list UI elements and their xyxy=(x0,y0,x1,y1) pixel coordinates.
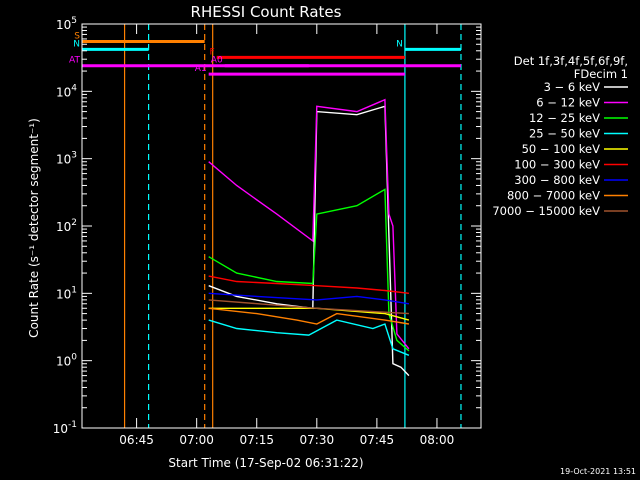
series-line-1 xyxy=(208,98,410,350)
series-line-7 xyxy=(208,307,410,325)
y-tick-label-0: 10-1 xyxy=(53,420,77,436)
y-tick-label-4: 103 xyxy=(56,151,77,167)
x-tick-label-2: 07:15 xyxy=(239,433,274,447)
legend-label-5: 100 − 300 keV xyxy=(514,158,600,172)
y-axis-label: Count Rate (s⁻¹ detector segment⁻¹) xyxy=(27,118,41,338)
series-line-8 xyxy=(208,299,409,315)
x-axis-label: Start Time (17-Sep-02 06:31:22) xyxy=(168,456,363,470)
x-tick-label-5: 08:00 xyxy=(420,433,455,447)
flag-label-3: F xyxy=(210,47,215,57)
y-tick-label-3: 102 xyxy=(56,218,77,234)
legend-title-0: Det 1f,3f,4f,5f,6f,9f, xyxy=(514,54,628,68)
legend-label-6: 300 − 800 keV xyxy=(514,173,600,187)
legend-label-0: 3 − 6 keV xyxy=(544,80,601,94)
legend-label-4: 50 − 100 keV xyxy=(522,142,601,156)
y-tick-label-1: 100 xyxy=(56,353,77,369)
flag-label-0: S xyxy=(74,31,80,41)
flag-label-2: N xyxy=(396,39,403,49)
axes: 06:45 07:00 07:15 07:30 07:45 08:00 10-1 100 101… xyxy=(53,16,482,447)
legend-label-1: 6 − 12 keV xyxy=(536,96,600,110)
x-tick-label-1: 07:00 xyxy=(179,433,214,447)
legend-label-8: 7000 − 15000 keV xyxy=(492,204,600,218)
series-line-6 xyxy=(208,292,410,305)
legend-label-3: 25 − 50 keV xyxy=(529,127,600,141)
legend-label-7: 800 − 7000 keV xyxy=(507,189,600,203)
series-line-2 xyxy=(208,188,410,352)
flag-label-6: A0 xyxy=(211,56,223,66)
legend: Det 1f,3f,4f,5f,6f,9f,FDecim 13 − 6 keV 6… xyxy=(492,54,628,218)
x-tick-label-3: 07:30 xyxy=(300,433,335,447)
y-tick-label-2: 101 xyxy=(56,285,77,301)
flag-label-5: A1 xyxy=(195,64,207,74)
series-line-4 xyxy=(208,307,410,321)
series-line-3 xyxy=(208,319,410,356)
x-tick-label-4: 07:45 xyxy=(360,433,395,447)
chart-title: RHESSI Count Rates xyxy=(191,3,342,21)
legend-label-2: 12 − 25 keV xyxy=(529,111,600,125)
flag-label-1: N xyxy=(73,39,80,49)
timestamp-footer: 19-Oct-2021 13:51 xyxy=(560,467,636,476)
y-tick-label-5: 104 xyxy=(56,83,77,99)
series-line-5 xyxy=(208,275,409,294)
legend-title-1: FDecim 1 xyxy=(574,67,628,81)
y-tick-label-6: 105 xyxy=(56,16,77,32)
x-tick-label-0: 06:45 xyxy=(119,433,154,447)
flag-label-4: AT xyxy=(69,56,80,66)
series-line-0 xyxy=(208,105,410,377)
plot-frame xyxy=(81,23,482,429)
